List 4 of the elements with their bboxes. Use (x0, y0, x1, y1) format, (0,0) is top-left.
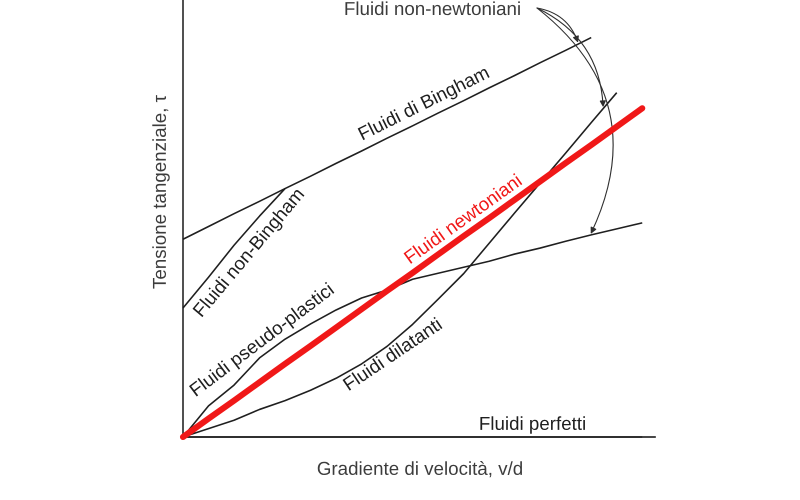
y-axis-title: Tensione tangenziale, τ (152, 95, 170, 289)
text: Fluidi non-newtoniani (345, 1, 520, 16)
x-axis-title: Gradiente di velocità, v/d (318, 461, 522, 478)
series-label: Fluidi perfetti (480, 416, 585, 434)
